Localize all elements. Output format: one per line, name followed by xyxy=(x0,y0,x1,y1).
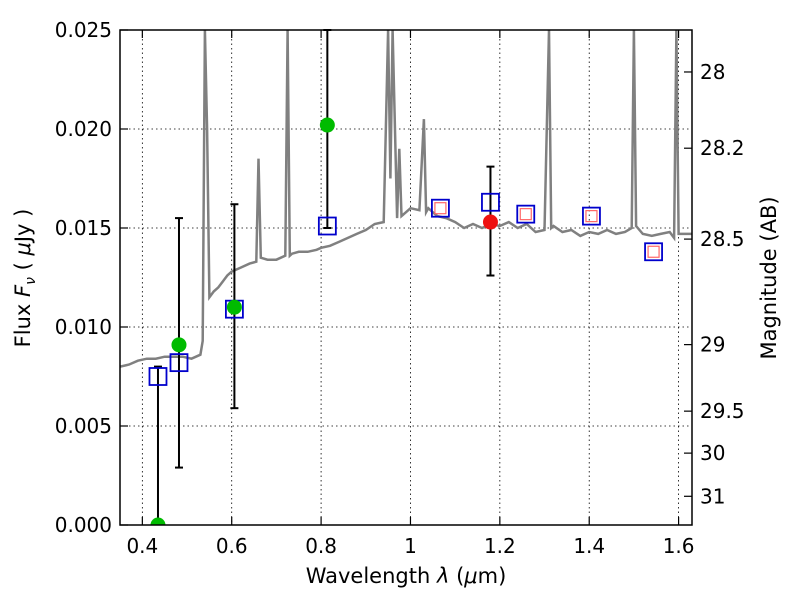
model-square-inner-8 xyxy=(647,245,660,258)
y-tick-label-2: 0.010 xyxy=(55,315,112,339)
right-tick-label-0: 28 xyxy=(700,60,725,84)
y-tick-label-0: 0.000 xyxy=(55,513,112,537)
x-tick-label-1: 0.6 xyxy=(216,534,248,558)
x-label-mu: μ xyxy=(463,564,477,588)
model-square-inner-4 xyxy=(434,202,447,215)
y-label-post: Jy ) xyxy=(11,209,35,245)
x-label-var: λ xyxy=(436,564,449,588)
x-tick-label-0: 0.4 xyxy=(126,534,158,558)
y-label-mid: ( xyxy=(11,256,35,278)
spectrum-line xyxy=(120,30,692,368)
y-tick-label-3: 0.015 xyxy=(55,216,112,240)
model-square-1 xyxy=(169,353,189,373)
observed-point-3 xyxy=(319,117,335,133)
y-label-pre: Flux xyxy=(11,297,35,347)
observed-point-4 xyxy=(482,214,498,230)
right-tick-label-4: 29.5 xyxy=(700,399,745,423)
x-label-post: m) xyxy=(478,564,507,588)
x-tick-labels: 0.4 0.6 0.8 1 1.2 1.4 1.6 xyxy=(126,534,694,558)
y-label-mu: μ xyxy=(11,242,35,256)
right-tick-label-1: 28.2 xyxy=(700,136,745,160)
model-square-8 xyxy=(644,242,663,262)
right-tick-label-5: 30 xyxy=(700,441,725,465)
observed-point-0 xyxy=(150,517,166,525)
model-square-4 xyxy=(431,198,450,218)
model-square-inner-7 xyxy=(585,210,598,223)
x-tick-label-5: 1.4 xyxy=(573,534,605,558)
x-axis-label: Wavelength λ (μm) xyxy=(306,564,507,588)
y-label-sub: ν xyxy=(23,277,39,285)
y-tick-label-1: 0.005 xyxy=(55,414,112,438)
x-label-mid: ( xyxy=(449,564,464,588)
y-tick-label-5: 0.025 xyxy=(55,18,112,42)
y-tick-labels: 0.000 0.005 0.010 0.015 0.020 0.025 xyxy=(55,18,112,537)
x-tick-label-4: 1.2 xyxy=(484,534,516,558)
x-label-pre: Wavelength xyxy=(306,564,437,588)
spectrum-layer xyxy=(120,30,692,368)
model-square-0 xyxy=(148,367,168,386)
right-axis-label: Magnitude (AB) xyxy=(757,196,781,359)
right-tick-label-6: 31 xyxy=(700,484,725,508)
x-tick-label-2: 0.8 xyxy=(305,534,337,558)
x-tick-label-3: 1 xyxy=(404,534,417,558)
model-square-6 xyxy=(516,204,536,224)
y-tick-label-4: 0.020 xyxy=(55,117,112,141)
ticks xyxy=(120,29,692,526)
model-square-7 xyxy=(582,206,601,226)
y-label-var: F xyxy=(11,284,35,297)
x-tick-label-6: 1.6 xyxy=(663,534,695,558)
plot-frame xyxy=(119,29,693,526)
right-tick-label-3: 29 xyxy=(700,333,725,357)
observed-point-1 xyxy=(171,337,187,353)
right-tick-labels: 28 28.2 28.5 29 29.5 30 31 xyxy=(700,60,745,508)
observed-point-layer xyxy=(150,117,498,525)
y-axis-label: Flux Fν ( μJy ) xyxy=(11,209,39,348)
model-point-layer xyxy=(148,192,663,386)
model-square-3 xyxy=(317,216,337,236)
right-tick-label-2: 28.5 xyxy=(700,227,745,251)
model-square-5 xyxy=(481,192,500,212)
observed-point-2 xyxy=(226,299,242,315)
model-square-inner-6 xyxy=(519,208,532,221)
